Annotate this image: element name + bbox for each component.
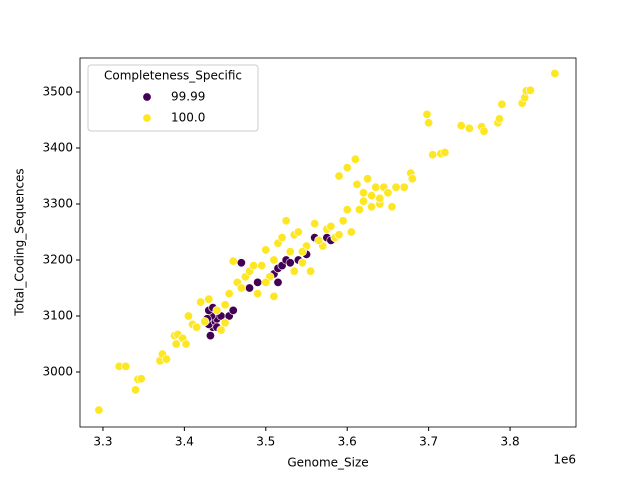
- point: [220, 318, 230, 328]
- legend-box: [87, 64, 259, 132]
- x-axis-label: Genome_Size: [287, 456, 368, 470]
- point: [497, 99, 507, 109]
- point: [269, 255, 279, 265]
- y-tick-label: 3000: [42, 365, 73, 379]
- point: [216, 325, 226, 335]
- point: [479, 126, 489, 136]
- point: [375, 193, 385, 203]
- x-tick-label: 3.3: [93, 435, 112, 449]
- point: [422, 109, 432, 119]
- point: [314, 235, 324, 245]
- point: [245, 283, 255, 293]
- point: [358, 196, 368, 206]
- point: [326, 221, 336, 231]
- point: [346, 227, 356, 237]
- point: [371, 182, 381, 192]
- point: [136, 374, 146, 384]
- point: [407, 174, 417, 184]
- point: [236, 258, 246, 268]
- point: [354, 205, 364, 215]
- point: [456, 121, 466, 131]
- point: [261, 245, 271, 255]
- point: [367, 202, 377, 212]
- point: [228, 305, 238, 315]
- y-axis-label: Total_Coding_Sequences: [13, 168, 27, 316]
- point: [363, 174, 373, 184]
- point: [277, 233, 287, 243]
- point: [249, 261, 259, 271]
- point: [383, 188, 393, 198]
- point: [338, 216, 348, 226]
- point: [205, 331, 215, 341]
- point: [273, 277, 283, 287]
- point: [253, 277, 263, 287]
- point: [391, 182, 401, 192]
- point: [224, 289, 234, 299]
- point: [464, 123, 474, 133]
- point: [387, 202, 397, 212]
- y-tick-label: 3200: [42, 253, 73, 267]
- point: [367, 191, 377, 201]
- legend-marker: [142, 92, 152, 102]
- point: [131, 385, 141, 395]
- point: [94, 405, 104, 415]
- point: [306, 266, 316, 276]
- point: [200, 317, 210, 327]
- point: [261, 277, 271, 287]
- point: [297, 247, 307, 257]
- y-tick-label: 3400: [42, 140, 73, 154]
- point: [181, 339, 191, 349]
- x-tick-label: 3.4: [175, 435, 194, 449]
- point: [269, 291, 279, 301]
- point: [236, 283, 246, 293]
- point: [204, 294, 214, 304]
- point: [289, 266, 299, 276]
- point: [183, 311, 193, 321]
- point: [334, 230, 344, 240]
- point: [285, 247, 295, 257]
- y-tick-label: 3100: [42, 309, 73, 323]
- point: [342, 205, 352, 215]
- point: [192, 322, 202, 332]
- y-tick-label: 3300: [42, 196, 73, 210]
- x-tick-label: 3.8: [501, 435, 520, 449]
- legend-label: 99.99: [171, 90, 205, 104]
- point: [352, 179, 362, 189]
- x-tick-label: 3.6: [338, 435, 357, 449]
- point: [257, 261, 267, 271]
- point: [285, 258, 295, 268]
- legend-title: Completeness_Specific: [104, 69, 242, 83]
- point: [228, 256, 238, 266]
- legend-marker: [142, 113, 152, 123]
- x-tick-label: 3.7: [419, 435, 438, 449]
- point: [334, 171, 344, 181]
- point: [212, 305, 222, 315]
- point: [525, 85, 535, 95]
- x-tick-label: 3.5: [256, 435, 275, 449]
- point: [253, 289, 263, 299]
- point: [310, 219, 320, 229]
- point: [161, 354, 171, 364]
- point: [358, 188, 368, 198]
- y-tick-label: 3500: [42, 84, 73, 98]
- point: [121, 361, 131, 371]
- point: [297, 258, 307, 268]
- legend-label: 100.0: [171, 111, 205, 125]
- point: [171, 339, 181, 349]
- point: [424, 118, 434, 128]
- point: [550, 69, 560, 79]
- point: [293, 227, 303, 237]
- plot-frame: [79, 57, 577, 428]
- point: [342, 163, 352, 173]
- point: [220, 300, 230, 310]
- point: [428, 150, 438, 160]
- point: [196, 297, 206, 307]
- x-offset-label: 1e6: [553, 453, 576, 467]
- point: [399, 182, 409, 192]
- point: [281, 216, 291, 226]
- point: [350, 154, 360, 164]
- point: [494, 114, 504, 124]
- point: [440, 147, 450, 157]
